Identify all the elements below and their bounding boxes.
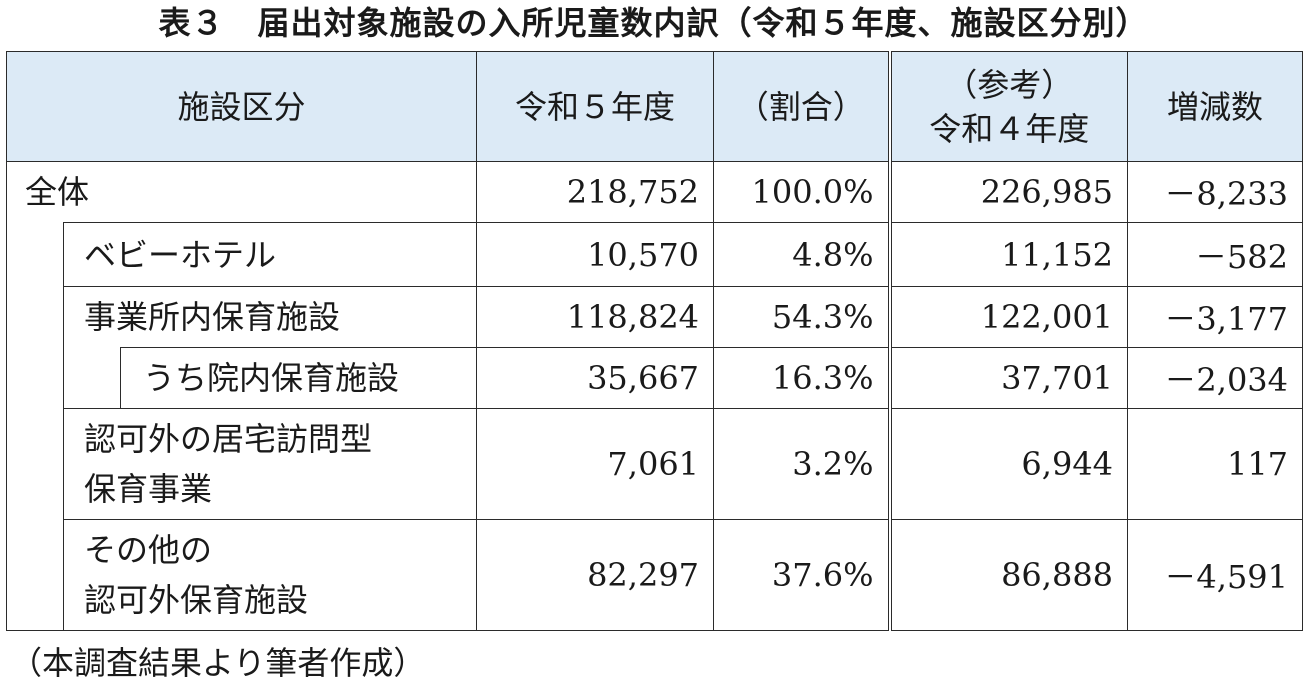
table-title: 表３ 届出対象施設の入所児童数内訳（令和５年度、施設区分別）: [158, 4, 1149, 42]
cell-r5: 218,752: [476, 161, 715, 223]
cell-r5: 118,824: [476, 286, 715, 348]
header-r4-line1: （参考）: [945, 65, 1074, 104]
cell-share: 37.6%: [713, 519, 891, 631]
header-r5: 令和５年度: [476, 51, 715, 162]
row-label-line2: 認可外保育施設: [84, 581, 309, 619]
indent-cell: [63, 347, 121, 409]
cell-r4: 37,701: [887, 347, 1129, 409]
cell-r5: 82,297: [476, 519, 715, 631]
header-category: 施設区分: [5, 51, 478, 162]
cell-change: －2,034: [1127, 347, 1304, 409]
cell-r4: 226,985: [887, 161, 1129, 223]
table-row: ベビーホテル 10,570 4.8% 11,152 －582: [6, 222, 1304, 631]
cell-change: 117: [1127, 408, 1304, 520]
cell-r4: 11,152: [887, 222, 1129, 287]
row-label: 事業所内保育施設: [62, 286, 478, 348]
cell-r4: 6,944: [887, 408, 1129, 520]
cell-change: －3,177: [1127, 286, 1304, 348]
table-row: 事業所内保育施設 118,824 54.3% 122,001 －3,177: [7, 286, 1304, 348]
indent-cell: [6, 222, 64, 631]
cell-share: 3.2%: [713, 408, 891, 520]
cell-share: 54.3%: [713, 286, 891, 348]
cell-r5: 35,667: [476, 347, 715, 409]
row-label-line1: 認可外の居宅訪問型: [84, 420, 373, 458]
row-label: うち院内保育施設: [119, 347, 478, 409]
cell-share: 100.0%: [713, 161, 891, 223]
cell-r4: 122,001: [887, 286, 1129, 348]
cell-share: 4.8%: [713, 222, 891, 287]
row-label: 全体: [5, 161, 478, 223]
cell-change: －582: [1127, 222, 1304, 287]
header-change: 増減数: [1127, 51, 1304, 162]
table-row: うち院内保育施設 35,667 16.3% 37,701 －2,034: [7, 347, 1304, 409]
row-label-line2: 保育事業: [84, 470, 213, 508]
cell-r5: 10,570: [476, 222, 715, 287]
cell-share: 16.3%: [713, 347, 891, 409]
header-row: 施設区分 令和５年度 （割合） （参考） 令和４年度 増減数: [5, 51, 1304, 162]
row-label: ベビーホテル: [62, 222, 478, 287]
data-table: 施設区分 令和５年度 （割合） （参考） 令和４年度 増減数 全体 218,75…: [5, 51, 1304, 631]
cell-r5: 7,061: [476, 408, 715, 520]
cell-r4: 86,888: [887, 519, 1129, 631]
source-note: （本調査結果より筆者作成）: [10, 644, 426, 682]
cell-change: －4,591: [1127, 519, 1304, 631]
header-share: （割合）: [713, 51, 891, 162]
row-label-line1: その他の: [84, 531, 213, 569]
cell-change: －8,233: [1127, 161, 1304, 223]
row-label: その他の 認可外保育施設: [62, 519, 478, 631]
header-r4-line2: 令和４年度: [929, 109, 1090, 148]
table-row: その他の 認可外保育施設 82,297 37.6% 86,888 －4,591: [7, 519, 1304, 631]
table-row: 全体 218,752 100.0% 226,985 －8,233: [5, 161, 1304, 223]
table-row: 認可外の居宅訪問型 保育事業 7,061 3.2% 6,944 117: [7, 408, 1304, 520]
header-r4: （参考） 令和４年度: [887, 51, 1129, 162]
row-label: 認可外の居宅訪問型 保育事業: [62, 408, 478, 520]
